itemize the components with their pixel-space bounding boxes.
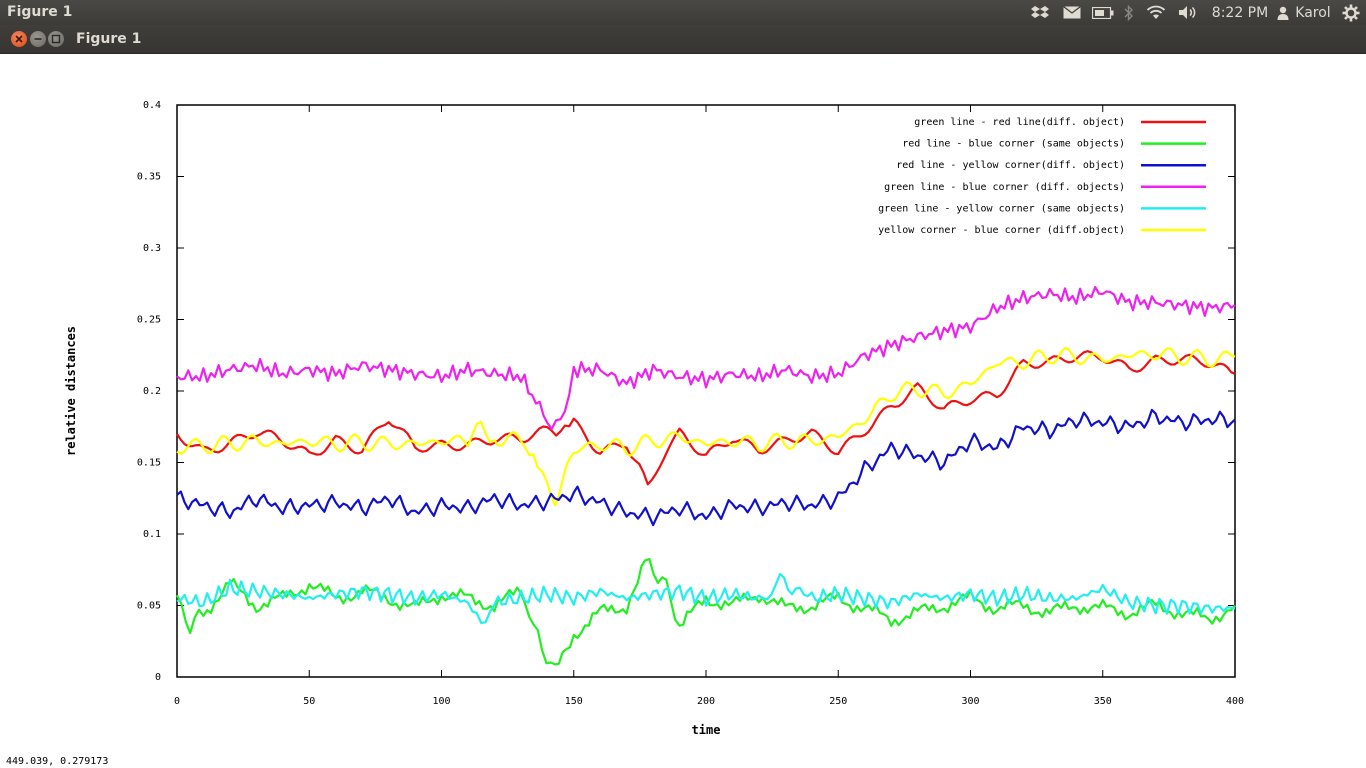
maximize-icon (51, 34, 61, 44)
indicator-area: 8:22 PM Karol (1024, 0, 1366, 25)
x-tick-label: 150 (565, 696, 583, 707)
legend-label: red line - yellow corner(diff. object) (896, 160, 1125, 171)
x-axis-label: time (692, 723, 721, 737)
x-tick-label: 350 (1094, 696, 1112, 707)
clock-label[interactable]: 8:22 PM (1211, 4, 1269, 21)
user-icon (1276, 0, 1290, 25)
gear-icon[interactable] (1336, 0, 1366, 25)
legend-label: red line - blue corner (same objects) (902, 139, 1125, 150)
plot-canvas[interactable]: 0 0.05 0.1 0.15 0.2 0.25 0.3 0.35 0.4 0 50 100 150 2… (0, 54, 1366, 754)
series-lines (176, 285, 1236, 666)
x-axis: 0 50 100 150 200 250 300 350 400 (174, 105, 1244, 707)
y-tick-label: 0.25 (137, 315, 161, 326)
x-tick-label: 250 (829, 696, 847, 707)
app-title: Figure 1 (7, 4, 73, 20)
legend-label: green line - yellow corner (same objects… (878, 203, 1125, 214)
series-line (176, 285, 1236, 431)
user-name-label[interactable]: Karol (1295, 4, 1331, 21)
series-line (176, 572, 1236, 625)
y-tick-label: 0.05 (137, 601, 161, 612)
series-line (176, 408, 1236, 527)
minimize-icon (34, 38, 42, 40)
close-icon (15, 35, 23, 43)
y-tick-label: 0.4 (143, 100, 161, 111)
window-title: Figure 1 (76, 31, 142, 47)
x-tick-label: 400 (1226, 696, 1244, 707)
series-line (176, 350, 1236, 486)
y-tick-label: 0.35 (137, 172, 161, 183)
coordinate-readout: 449.039, 0.279173 (6, 756, 109, 767)
top-panel: Figure 1 8:22 PM Karol (0, 0, 1366, 25)
mail-icon[interactable] (1056, 0, 1088, 25)
legend-label: green line - blue corner (diff. objects) (884, 182, 1125, 193)
series-line (176, 347, 1236, 507)
x-tick-label: 50 (303, 696, 315, 707)
window-title-bar[interactable]: Figure 1 (0, 25, 1366, 54)
wifi-icon[interactable] (1140, 0, 1172, 25)
y-axis-label: relative distances (64, 326, 78, 456)
battery-icon[interactable] (1088, 0, 1118, 25)
legend: green line - red line(diff. object) red l… (878, 117, 1206, 236)
y-tick-label: 0.2 (143, 386, 161, 397)
maximize-button[interactable] (48, 31, 64, 47)
legend-label: green line - red line(diff. object) (914, 117, 1125, 128)
x-tick-label: 100 (432, 696, 450, 707)
y-tick-label: 0 (155, 672, 161, 683)
close-button[interactable] (11, 31, 27, 47)
y-tick-label: 0.1 (143, 529, 161, 540)
series-line (176, 557, 1236, 666)
legend-label: yellow corner - blue corner (diff.object… (878, 225, 1125, 236)
volume-icon[interactable] (1172, 0, 1204, 25)
x-tick-label: 300 (961, 696, 979, 707)
dropbox-icon[interactable] (1024, 0, 1056, 25)
y-tick-label: 0.15 (137, 458, 161, 469)
bluetooth-icon[interactable] (1118, 0, 1140, 25)
x-tick-label: 0 (174, 696, 180, 707)
x-tick-label: 200 (697, 696, 715, 707)
minimize-button[interactable] (30, 31, 46, 47)
y-tick-label: 0.3 (143, 243, 161, 254)
